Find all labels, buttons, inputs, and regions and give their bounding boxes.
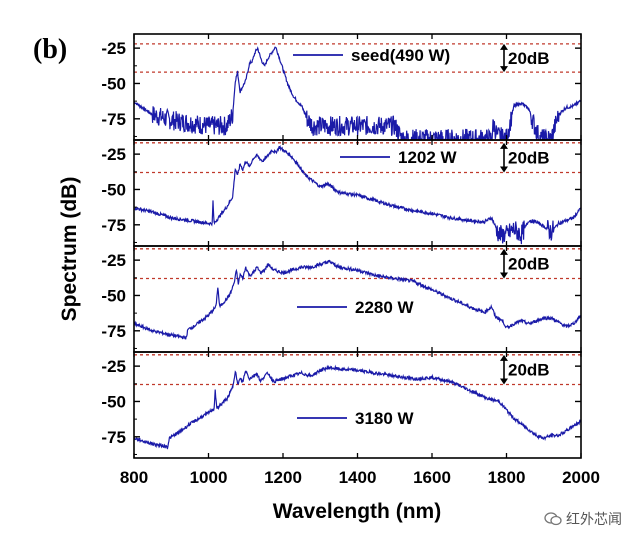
spectrum-trace-p2280 [134,259,581,340]
panel-p2280: -25 -50 -75 2280 W 20dB [101,245,582,353]
scale-arrow-down [500,272,508,279]
y-tick-label: -25 [101,39,126,58]
y-tick-label: -50 [101,392,126,411]
y-tick-label: -75 [101,110,126,129]
y-tick-label: -50 [101,286,126,305]
wechat-icon [544,512,562,526]
y-tick-label: -75 [101,322,126,341]
y-tick-label: -25 [101,251,126,270]
x-tick-label: 1200 [264,468,302,487]
x-tick-label: 800 [120,468,148,487]
scale-arrow-up [500,248,508,255]
scale-arrow-down [500,378,508,385]
legend-label: seed(490 W) [351,46,450,65]
x-tick-label: 1400 [339,468,377,487]
spectrum-trace-p1202 [134,144,581,245]
y-tick-label: -50 [101,180,126,199]
y-tick-label: -25 [101,145,126,164]
x-axis-title: Wavelength (nm) [273,500,441,523]
watermark: 红外芯闻 [544,509,622,529]
scale-bar: 20dB [500,142,550,173]
scale-label: 20dB [508,149,550,168]
panel-p1202: -25 -50 -75 1202 W 20dB [101,139,582,247]
spectrum-trace-seed [134,46,581,140]
scale-arrow-down [500,166,508,173]
watermark-text: 红外芯闻 [566,512,622,528]
scale-bar: 20dB [500,248,550,279]
scale-arrow-up [500,142,508,149]
scale-arrow-up [500,43,508,50]
panel-seed: -25 -50 -75 seed(490 W) 20dB [101,33,582,141]
legend-label: 3180 W [355,409,415,428]
scale-label: 20dB [508,49,550,68]
x-tick-label: 1000 [190,468,228,487]
x-axis-ticks: 800 1000 1200 1400 1600 1800 2000 [120,468,600,487]
y-axis-title: Spectrum (dB) [58,177,81,322]
y-tick-label: -75 [101,216,126,235]
scale-arrow-up [500,354,508,361]
panel-p3180: -25 -50 -75 3180 W 20dB [101,351,582,459]
y-tick-label: -75 [101,428,126,447]
scale-label: 20dB [508,361,550,380]
legend-label: 2280 W [355,298,415,317]
x-tick-label: 1800 [488,468,526,487]
scale-bar: 20dB [500,43,550,73]
x-tick-label: 2000 [562,468,600,487]
x-tick-label: 1600 [413,468,451,487]
legend-label: 1202 W [398,148,458,167]
spectrum-trace-p3180 [134,364,581,450]
y-tick-label: -50 [101,74,126,93]
scale-label: 20dB [508,255,550,274]
panel-label: (b) [33,34,67,65]
scale-arrow-down [500,66,508,73]
scale-bar: 20dB [500,354,550,385]
chart-panels: -25 -50 -75 seed(490 W) 20dB -25 -50 -75 1202 W 2… [101,33,582,459]
y-tick-label: -25 [101,357,126,376]
